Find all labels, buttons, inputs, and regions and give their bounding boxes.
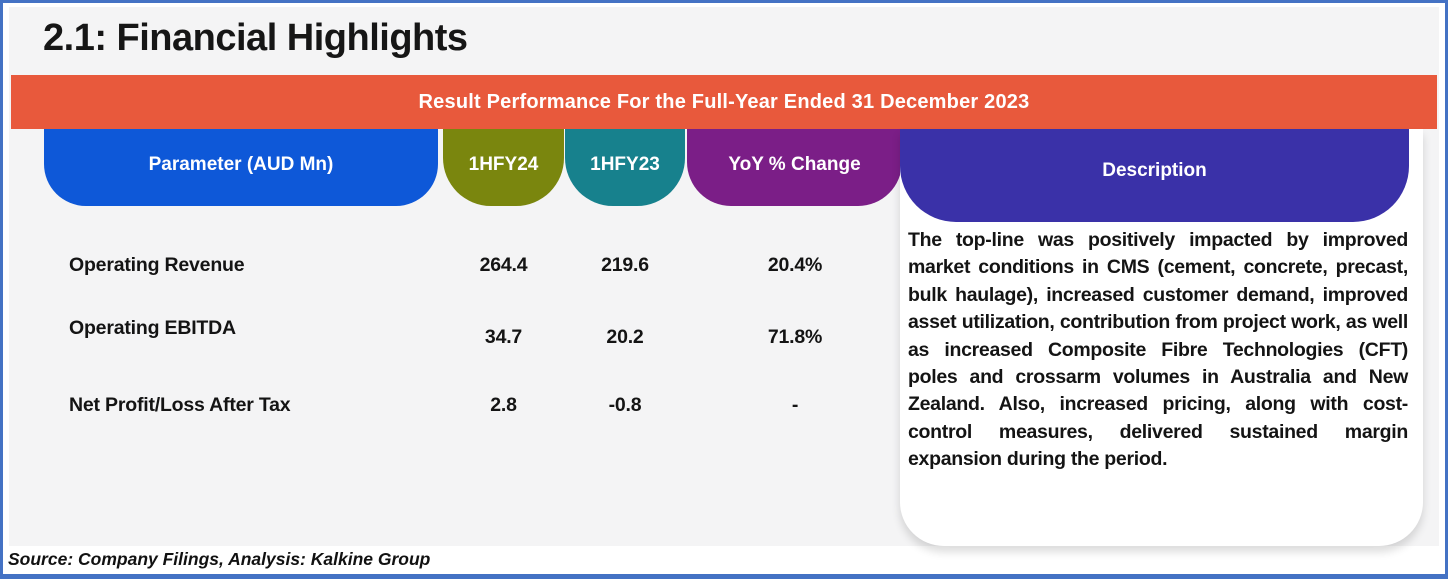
section-title: 2.1: Financial Highlights — [43, 17, 468, 59]
banner: Result Performance For the Full-Year End… — [11, 75, 1437, 129]
row-parameter: Operating EBITDA — [69, 316, 236, 339]
row-value-1hfy23: -0.8 — [608, 393, 642, 416]
column-header-1hfy23: 1HFY23 — [565, 129, 685, 206]
column-header-parameter: Parameter (AUD Mn) — [44, 129, 438, 206]
column-header-description: Description — [900, 129, 1409, 222]
row-value-1hfy23: 20.2 — [606, 325, 644, 348]
table-row: Net Profit/Loss After Tax 2.8 -0.8 - — [44, 365, 904, 445]
row-value-1hfy23: 219.6 — [601, 253, 649, 276]
banner-text: Result Performance For the Full-Year End… — [418, 90, 1030, 113]
source-note: Source: Company Filings, Analysis: Kalki… — [8, 549, 431, 569]
table-body: Operating Revenue 264.4 219.6 20.4% Oper… — [44, 239, 904, 445]
row-value-1hfy24: 2.8 — [490, 393, 517, 416]
table-row: Operating EBITDA 34.7 20.2 71.8% — [44, 291, 904, 365]
row-value-yoy: - — [791, 393, 799, 416]
column-header-1hfy24: 1HFY24 — [443, 129, 564, 206]
description-text: The top-line was positively impacted by … — [908, 229, 1408, 471]
table-row: Operating Revenue 264.4 219.6 20.4% — [44, 239, 904, 291]
row-value-yoy: 71.8% — [767, 325, 823, 348]
row-parameter: Net Profit/Loss After Tax — [69, 393, 291, 416]
row-value-1hfy24: 264.4 — [479, 253, 528, 276]
row-value-yoy: 20.4% — [767, 253, 823, 276]
row-parameter: Operating Revenue — [69, 253, 245, 276]
column-header-yoy-change: YoY % Change — [687, 129, 902, 206]
row-value-1hfy24: 34.7 — [484, 325, 523, 348]
description-card: Description The top-line was positively … — [900, 129, 1423, 546]
